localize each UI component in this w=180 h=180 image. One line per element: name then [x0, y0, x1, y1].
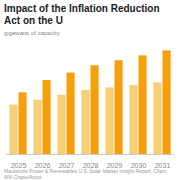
svg-text:2027: 2027 [59, 162, 75, 168]
svg-text:2025: 2025 [11, 162, 27, 168]
html-text:gigawatts of capacity: gigawatts of capacity [4, 30, 60, 36]
svg-text:2028: 2028 [83, 162, 99, 168]
svg-text:2026: 2026 [35, 162, 51, 168]
html-text:Mackenzie Power & Renewables U: Mackenzie Power & Renewables U.S. Solar … [4, 168, 167, 180]
svg-text:2029: 2029 [107, 162, 123, 168]
svg-text:2031: 2031 [155, 162, 171, 168]
html-text:Impact of the Inflation Reduct: Impact of the Inflation Reduction Act on… [4, 3, 160, 26]
svg-text:2030: 2030 [131, 162, 147, 168]
